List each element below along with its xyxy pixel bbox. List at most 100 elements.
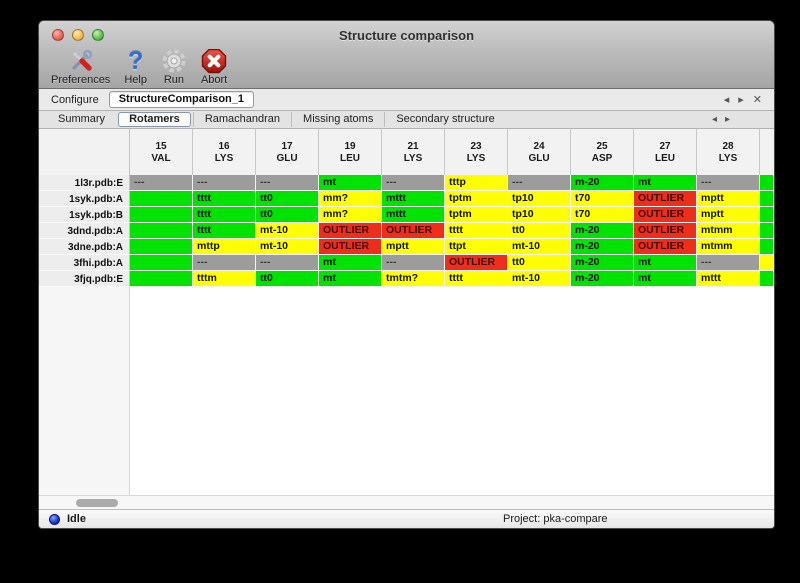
help-button[interactable]: ? Help [124,47,147,86]
row-label[interactable]: 3fjq.pdb:E [39,271,130,287]
rotamer-cell[interactable]: tttt [445,223,508,239]
rotamer-cell[interactable]: OUTLIER [634,239,697,255]
column-header[interactable]: 28 LYS [697,129,760,175]
close-window-button[interactable] [52,29,64,41]
rotamer-cell[interactable]: --- [382,255,445,271]
rotamer-cell[interactable] [130,255,193,271]
rotamer-cell[interactable]: mt [319,271,382,287]
tab-ramachandran[interactable]: Ramachandran [192,112,291,127]
rotamer-cell[interactable]: mt [319,255,382,271]
rotamer-cell-partial[interactable] [760,191,774,207]
pane-close-icon[interactable]: ✕ [752,94,762,106]
rotamer-cell[interactable]: m-20 [571,239,634,255]
rotamer-cell[interactable]: --- [193,175,256,191]
row-label[interactable]: 3fhi.pdb:A [39,255,130,271]
rotamer-cell[interactable]: mtmm [697,239,760,255]
row-label[interactable]: 3dnd.pdb:A [39,223,130,239]
rotamer-cell[interactable]: mttp [193,239,256,255]
rotamer-cell[interactable]: mptt [697,207,760,223]
rotamer-cell[interactable]: tttt [193,191,256,207]
rotamer-cell[interactable]: mtmm [697,223,760,239]
row-label[interactable]: 1syk.pdb:B [39,207,130,223]
rotamer-cell-partial[interactable] [760,223,774,239]
rotamer-cell-partial[interactable] [760,207,774,223]
rotamer-cell[interactable]: mt-10 [256,223,319,239]
rotamer-cell-partial[interactable] [760,255,774,271]
column-header[interactable]: 23 LYS [445,129,508,175]
scrollbar-thumb[interactable] [76,499,118,507]
rotamer-cell[interactable]: mt-10 [256,239,319,255]
pane-prev-arrow-icon[interactable]: ◂ [723,94,730,106]
rotamer-cell[interactable]: OUTLIER [634,223,697,239]
column-header[interactable]: 25 ASP [571,129,634,175]
run-button[interactable]: Run [161,48,187,86]
rotamer-cell[interactable]: --- [382,175,445,191]
tab-secondary-structure[interactable]: Secondary structure [384,112,505,127]
rotamer-cell[interactable]: t70 [571,191,634,207]
rotamer-cell[interactable]: mt-10 [508,271,571,287]
rotamer-cell[interactable]: t70 [571,207,634,223]
rotamer-cell[interactable]: tt0 [256,271,319,287]
column-header[interactable]: 16 LYS [193,129,256,175]
rotamer-cell[interactable]: m-20 [571,255,634,271]
zoom-window-button[interactable] [92,29,104,41]
abort-button[interactable]: Abort [201,48,227,86]
rotamer-cell-partial[interactable] [760,175,774,191]
rotamer-cell[interactable]: tt0 [508,223,571,239]
title-bar[interactable]: Structure comparison [39,21,774,49]
rotamer-cell[interactable]: mm? [319,191,382,207]
tab-summary[interactable]: Summary [58,113,106,125]
rotamer-cell[interactable]: mt [634,255,697,271]
rotamer-cell[interactable]: tp10 [508,207,571,223]
rotamer-cell[interactable] [130,223,193,239]
rotamer-cell[interactable]: tptm [445,207,508,223]
rotamer-cell[interactable]: OUTLIER [634,207,697,223]
column-header[interactable]: 17 GLU [256,129,319,175]
pane-next-arrow-icon[interactable]: ▸ [738,94,744,106]
tab-rotamers[interactable]: Rotamers [118,112,191,127]
rotamer-cell[interactable]: ttpt [445,239,508,255]
tab-missing-atoms[interactable]: Missing atoms [291,112,384,127]
rotamer-cell[interactable]: --- [508,175,571,191]
configuration-selector[interactable]: StructureComparison_1 [108,91,255,108]
rotamer-cell[interactable]: mttt [382,191,445,207]
tab-prev-arrow-icon[interactable]: ◂ [711,114,717,125]
rotamer-cell[interactable]: m-20 [571,271,634,287]
tab-next-arrow-icon[interactable]: ▸ [724,114,730,125]
rotamer-cell[interactable]: mt [634,175,697,191]
rotamer-cell[interactable]: mptt [382,239,445,255]
rotamer-cell[interactable] [130,239,193,255]
horizontal-scrollbar[interactable] [39,495,774,509]
rotamer-cell[interactable]: tttm [193,271,256,287]
rotamer-cell-partial[interactable] [760,239,774,255]
rotamer-cell[interactable]: --- [193,255,256,271]
rotamer-cell[interactable]: OUTLIER [445,255,508,271]
rotamer-cell[interactable] [130,191,193,207]
column-header[interactable]: 27 LEU [634,129,697,175]
rotamer-cell[interactable]: mt-10 [508,239,571,255]
rotamer-cell[interactable]: OUTLIER [319,239,382,255]
rotamer-cell[interactable]: m-20 [571,175,634,191]
rotamer-cell[interactable]: tttt [193,207,256,223]
rotamer-cell[interactable]: mptt [697,191,760,207]
rotamer-cell[interactable]: tmtm? [382,271,445,287]
row-label[interactable]: 3dne.pdb:A [39,239,130,255]
column-header[interactable]: 24 GLU [508,129,571,175]
column-header[interactable]: 19 LEU [319,129,382,175]
rotamer-cell[interactable]: tt0 [256,191,319,207]
rotamer-cell[interactable]: mttt [697,271,760,287]
rotamer-cell[interactable]: mt [634,271,697,287]
rotamer-cell[interactable]: --- [130,175,193,191]
rotamer-cell[interactable]: m-20 [571,223,634,239]
column-header[interactable]: 21 LYS [382,129,445,175]
rotamer-cell[interactable]: OUTLIER [382,223,445,239]
rotamer-cell[interactable]: tptm [445,191,508,207]
rotamer-cell[interactable]: tttt [193,223,256,239]
column-header[interactable]: 15 VAL [130,129,193,175]
minimize-window-button[interactable] [72,29,84,41]
rotamer-cell-partial[interactable] [760,271,774,287]
rotamer-cell[interactable]: --- [256,255,319,271]
rotamer-cell[interactable]: tttt [445,271,508,287]
rotamer-cell[interactable]: tt0 [508,255,571,271]
rotamer-cell[interactable]: mt [319,175,382,191]
